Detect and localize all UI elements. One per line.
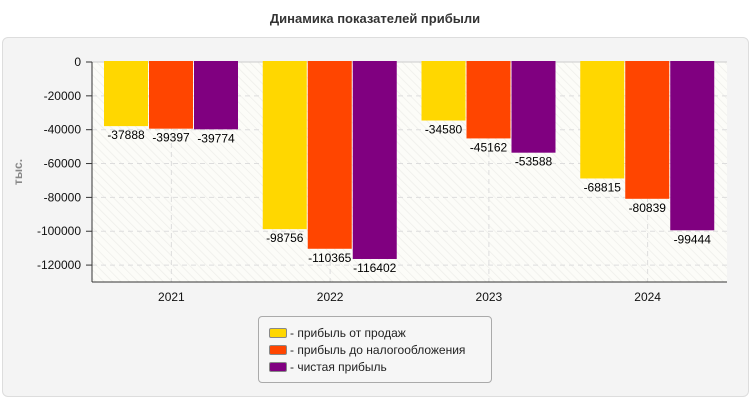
- bar: [352, 61, 397, 259]
- y-tick-label: -20000: [44, 89, 82, 103]
- bar: [421, 61, 466, 121]
- data-label: -39397: [152, 131, 190, 145]
- legend-label: - прибыль до налогообложения: [290, 342, 466, 357]
- bar: [466, 61, 511, 139]
- legend-item: - прибыль от продаж: [269, 324, 491, 341]
- y-tick-label: -100000: [37, 224, 81, 238]
- y-axis-label: тыс.: [11, 159, 25, 185]
- data-label: -37888: [107, 128, 145, 142]
- bar: [262, 61, 307, 230]
- data-label: -80839: [629, 201, 667, 215]
- x-tick-label: 2023: [476, 290, 503, 304]
- legend-label: - чистая прибыль: [290, 359, 387, 374]
- bar: [580, 61, 625, 179]
- x-tick-label: 2024: [634, 290, 661, 304]
- data-label: -110365: [308, 251, 351, 265]
- legend-label: - прибыль от продаж: [290, 325, 406, 340]
- data-label: -45162: [470, 140, 508, 154]
- bar: [511, 61, 556, 153]
- bar: [670, 61, 715, 231]
- bar: [307, 61, 352, 249]
- legend-swatch: [269, 344, 287, 355]
- legend-swatch: [269, 327, 287, 338]
- y-tick-label: -60000: [44, 157, 82, 171]
- data-label: -98756: [266, 231, 304, 245]
- bar: [625, 61, 670, 199]
- data-label: -53588: [515, 155, 553, 169]
- x-tick-label: 2021: [158, 290, 185, 304]
- y-tick-label: 0: [74, 55, 81, 69]
- legend: - прибыль от продаж - прибыль до налогооб…: [258, 316, 492, 383]
- y-tick-label: -120000: [37, 258, 81, 272]
- chart-title: Динамика показателей прибыли: [269, 11, 481, 26]
- legend-swatch: [269, 361, 287, 372]
- bar: [149, 61, 193, 129]
- data-label: -116402: [353, 261, 396, 275]
- y-tick-label: -40000: [44, 123, 82, 137]
- legend-item: - чистая прибыль: [269, 358, 491, 375]
- data-label: -39774: [197, 131, 235, 145]
- data-label: -68815: [584, 180, 622, 194]
- bar: [104, 61, 148, 127]
- y-tick-label: -80000: [44, 190, 82, 204]
- bar: [194, 61, 238, 130]
- data-label: -99444: [674, 232, 712, 246]
- x-tick-label: 2022: [317, 290, 344, 304]
- data-label: -34580: [425, 123, 463, 137]
- legend-item: - прибыль до налогообложения: [269, 341, 491, 358]
